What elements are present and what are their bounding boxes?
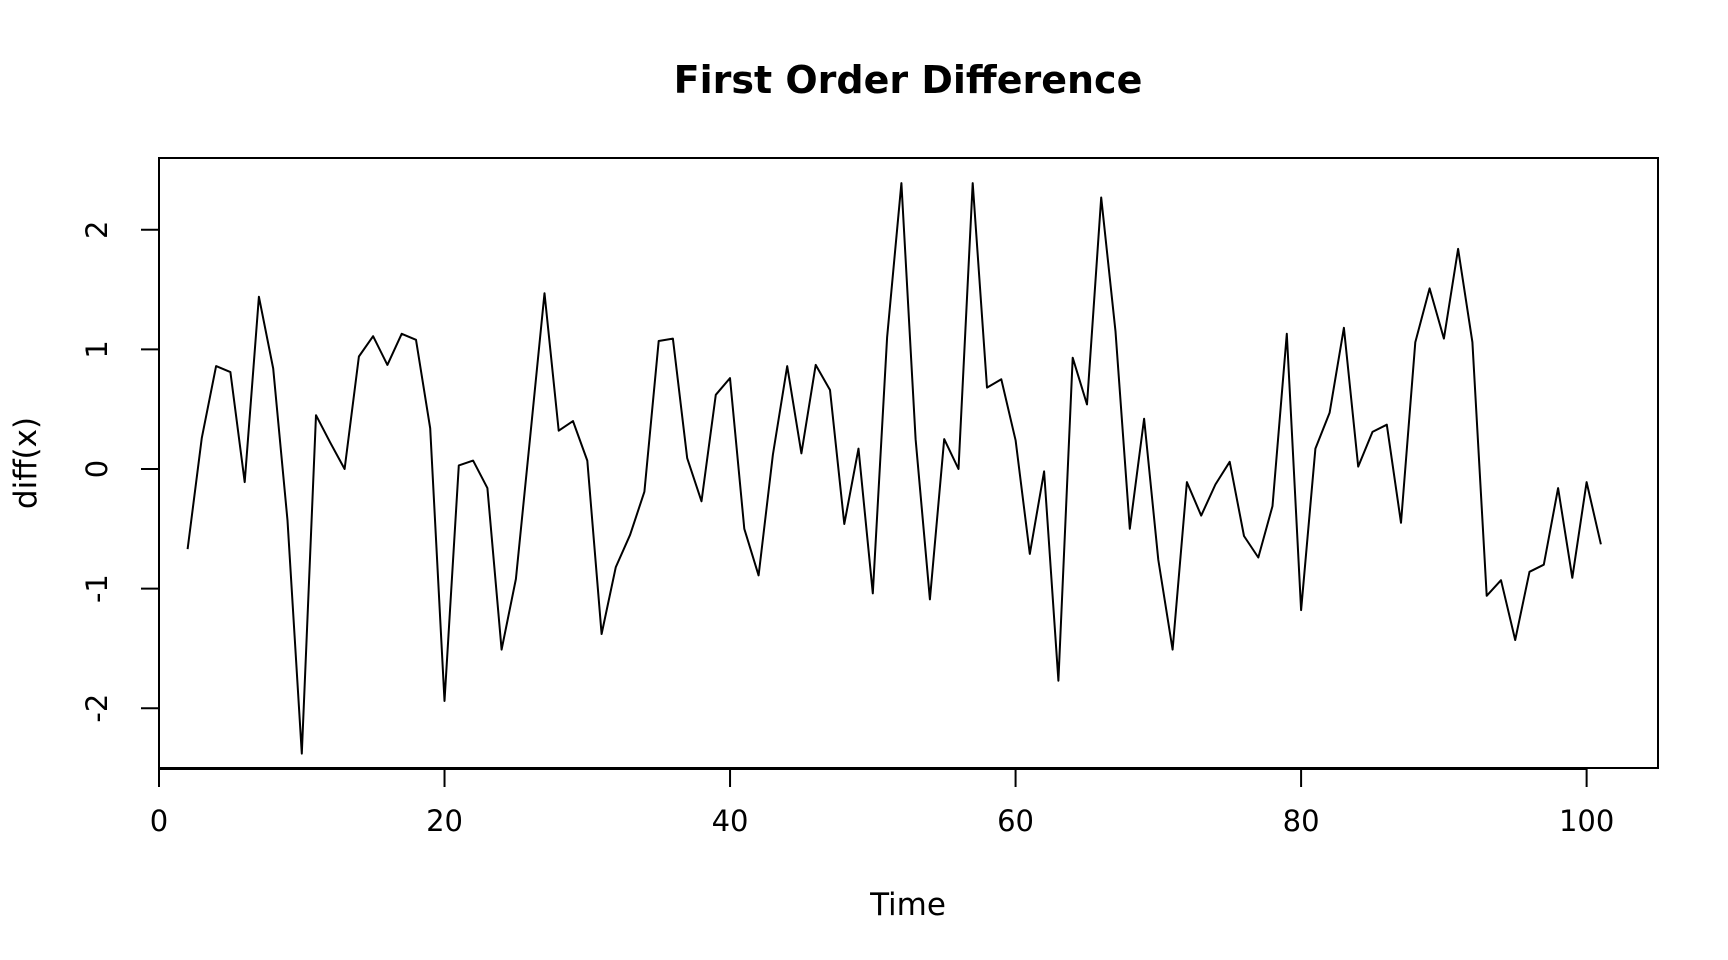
series-group xyxy=(186,182,1602,755)
y-tick-label: -1 xyxy=(80,574,114,603)
y-axis: -2 -1 0 1 2 xyxy=(80,221,160,723)
x-tick-label: 40 xyxy=(712,804,749,838)
y-tick-label: -2 xyxy=(80,694,114,723)
x-tick-label: 100 xyxy=(1559,804,1614,838)
x-axis-label: Time xyxy=(869,887,946,923)
chart-title: First Order Difference xyxy=(674,58,1143,102)
x-tick-label: 60 xyxy=(997,804,1034,838)
x-tick-label: 0 xyxy=(150,804,168,838)
y-axis-label: diff(x) xyxy=(8,417,44,509)
x-tick-label: 80 xyxy=(1283,804,1320,838)
y-tick-label: 0 xyxy=(80,460,114,478)
y-tick-label: 2 xyxy=(80,221,114,239)
plot-frame xyxy=(158,157,1659,769)
x-tick-label: 20 xyxy=(426,804,463,838)
series-line xyxy=(186,182,1602,755)
y-tick-label: 1 xyxy=(80,340,114,358)
x-axis: 0 20 40 60 80 100 xyxy=(150,768,1614,838)
